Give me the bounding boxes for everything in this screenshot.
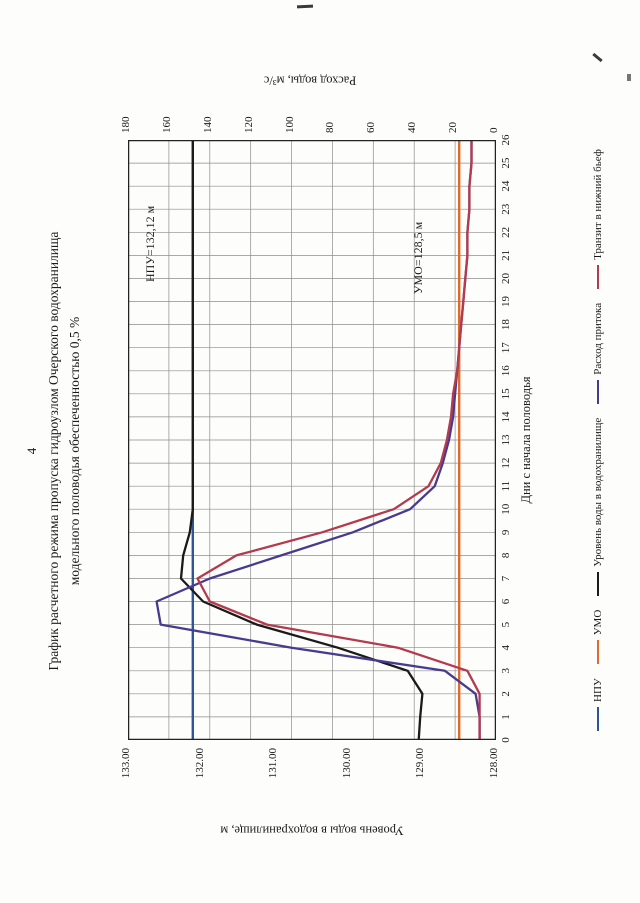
right-tick-label: 60: [365, 122, 378, 133]
plot-svg: [127, 138, 497, 742]
right-tick-label: 180: [120, 116, 132, 134]
x-tick-label: 8: [500, 552, 512, 559]
x-tick-label: 25: [500, 157, 512, 169]
scan-artifact: [296, 4, 314, 9]
plot-border: [127, 139, 497, 741]
x-tick-label: 21: [500, 249, 512, 261]
document-title: График расчетного режима пропуска гидроу…: [44, 16, 86, 886]
left-tick-label: 128.00: [488, 748, 500, 779]
x-tick-label: 12: [500, 457, 512, 469]
left-tick-label: 130.00: [340, 748, 353, 779]
rotated-canvas: 4 График расчетного режима пропуска гидр…: [10, 16, 630, 886]
legend-item: Транзит в нижний бьеф: [592, 149, 604, 289]
x-tick-label: 26: [500, 134, 512, 146]
right-axis-ticks: 180 160 140 120 100 80 60 40 20 0: [120, 96, 500, 136]
legend-label: Уровень воды в водохранилище: [592, 417, 604, 567]
x-tick-label: 7: [500, 575, 512, 582]
x-tick-label: 18: [500, 319, 512, 331]
legend-label: НПУ: [592, 678, 604, 702]
x-tick-label: 19: [500, 296, 512, 308]
legend-item: НПУ: [592, 678, 604, 731]
legend-swatch: [597, 706, 599, 731]
x-tick-label: 3: [500, 668, 512, 674]
legend-item: Уровень воды в водохранилище: [592, 418, 604, 596]
legend-label: Транзит в нижний бьеф: [592, 149, 604, 260]
scan-artifact: [627, 74, 631, 81]
left-tick-label: 133.00: [120, 748, 132, 779]
left-axis-title: Уровень воды в водохранилище, м: [220, 823, 404, 838]
x-tick-label: 6: [500, 598, 512, 605]
x-tick-label: 15: [500, 388, 512, 400]
x-axis-title: Дни с начала половодья: [519, 376, 533, 504]
chart-legend: НПУ УМО Уровень воды в водохранилище Расход…: [592, 110, 604, 770]
right-tick-label: 140: [201, 116, 214, 134]
title-line-2: модельного половодья обеспеченностью 0,5…: [66, 316, 82, 586]
x-tick-label: 9: [500, 529, 512, 536]
left-tick-label: 131.00: [267, 748, 280, 779]
series-curve-Уровень воды в водохранилище: [179, 138, 424, 742]
right-tick-label: 40: [406, 122, 419, 133]
legend-swatch: [597, 640, 599, 665]
right-tick-label: 160: [160, 116, 173, 134]
series-curve-Транзит в нижний бьеф: [196, 138, 481, 742]
x-tick-label: 17: [500, 342, 512, 354]
right-tick-label: 20: [447, 122, 460, 133]
right-tick-label: 0: [488, 127, 500, 134]
x-tick-label: 16: [500, 365, 512, 377]
x-tick-label: 22: [500, 226, 512, 238]
x-tick-label: 24: [500, 180, 512, 192]
umo-annotation: УМО=128,5 м: [411, 221, 425, 294]
page-number: 4: [24, 447, 39, 455]
left-tick-label: 132.00: [193, 748, 206, 779]
x-tick-label: 4: [500, 644, 512, 651]
x-tick-label: 14: [500, 411, 512, 423]
legend-item: Расход притока: [592, 303, 604, 404]
left-tick-label: 129.00: [414, 748, 427, 779]
npu-annotation: НПУ=132,12 м: [143, 205, 157, 282]
x-tick-label: 11: [500, 480, 512, 492]
legend-swatch: [597, 264, 599, 289]
left-axis-ticks: 133.00 132.00 131.00 130.00 129.00 128.00: [120, 744, 500, 802]
title-line-1: График расчетного режима пропуска гидроу…: [46, 231, 61, 671]
legend-label: УМО: [592, 609, 604, 636]
x-tick-label: 1: [500, 714, 512, 720]
right-tick-label: 120: [242, 116, 255, 134]
x-axis-ticks: 0 1 2 3 4 5 6 7 8 9 10 11 12 13 14 15 16 17 18 19 20 21 22 23 24…: [500, 135, 516, 743]
chart-plot-area: НПУ=132,12 м УМО=128,5 м: [127, 138, 497, 742]
x-tick-label: 10: [500, 503, 512, 515]
right-tick-label: 100: [283, 116, 296, 134]
legend-item: УМО: [592, 610, 604, 665]
legend-swatch: [597, 571, 599, 596]
x-tick-label: 0: [500, 737, 512, 743]
legend-label: Расход притока: [592, 302, 604, 375]
right-tick-label: 80: [324, 122, 337, 133]
legend-swatch: [597, 379, 599, 404]
x-tick-label: 23: [500, 203, 512, 215]
x-tick-label: 2: [500, 691, 512, 697]
right-axis-title: Расход воды, м³/с: [263, 73, 357, 88]
x-tick-label: 5: [500, 621, 512, 628]
x-tick-label: 13: [500, 434, 512, 446]
x-tick-label: 20: [500, 272, 512, 284]
